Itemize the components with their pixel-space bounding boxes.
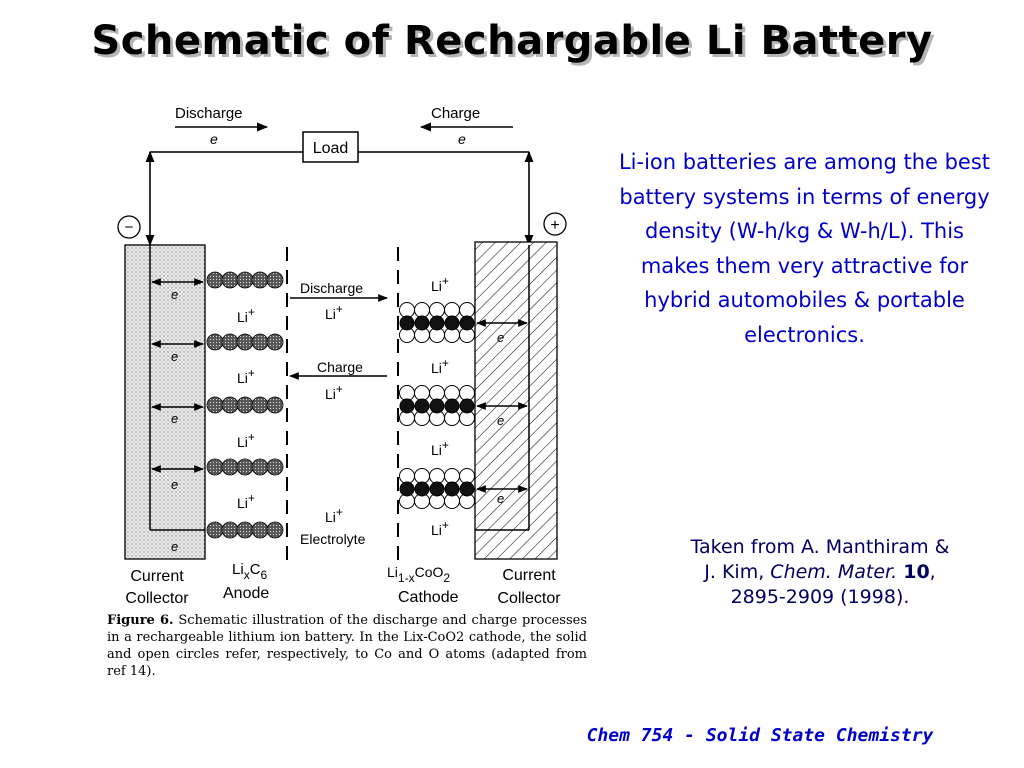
middle-discharge-label: Discharge	[300, 280, 363, 296]
svg-text:Li+: Li+	[431, 356, 449, 376]
right-electron-arrows	[476, 319, 528, 493]
negative-terminal	[117, 215, 141, 239]
minus-sign: −	[125, 219, 134, 236]
svg-text:e: e	[171, 411, 178, 426]
citation-line-1: Taken from A. Manthiram &	[690, 536, 950, 558]
slide-title: Schematic of Rechargable Li Battery	[91, 18, 933, 64]
cathode-formula: Li1-xCoO2	[387, 564, 450, 585]
battery-schematic: Load Discharge Charge e e − +	[117, 105, 567, 607]
svg-text:e: e	[497, 413, 504, 428]
citation-volume: 10	[903, 561, 930, 583]
plus-sign: +	[550, 217, 559, 234]
top-discharge-label: Discharge	[175, 105, 243, 122]
svg-text:e: e	[171, 349, 178, 364]
svg-text:e: e	[497, 330, 504, 345]
left-electron-arrows	[151, 278, 204, 473]
anode-label: Anode	[223, 585, 269, 602]
middle-charge-label: Charge	[317, 359, 363, 375]
electrolyte-li-labels: Li+ Li+ Li+	[325, 302, 343, 525]
svg-text:e: e	[497, 491, 504, 506]
svg-text:e: e	[171, 287, 178, 302]
cathode-label: Cathode	[398, 589, 459, 606]
top-charge-label: Charge	[431, 105, 480, 122]
svg-text:Li+: Li+	[237, 430, 255, 450]
top-discharge-e: e	[210, 131, 218, 147]
figure-label: Figure 6.	[107, 613, 174, 628]
course-footer: Chem 754 - Solid State Chemistry	[586, 725, 934, 746]
svg-text:Li+: Li+	[237, 305, 255, 325]
figure-caption: Figure 6. Schematic illustration of the …	[107, 612, 587, 680]
svg-text:Li+: Li+	[431, 438, 449, 458]
positive-terminal	[543, 212, 567, 236]
top-charge-e: e	[458, 131, 466, 147]
left-current-collector	[124, 244, 206, 560]
citation-line-2: J. Kim, Chem. Mater. 10,	[704, 561, 936, 583]
electrolyte-label: Electrolyte	[300, 531, 366, 547]
citation: Taken from A. Manthiram & J. Kim, Chem. …	[640, 535, 1000, 610]
left-collector-label-1: Current	[130, 568, 184, 585]
svg-text:Li+: Li+	[325, 505, 343, 525]
load-label: Load	[313, 140, 349, 157]
svg-text:e: e	[171, 477, 178, 492]
anode-formula: LixC6	[232, 561, 268, 582]
citation-pages: 2895-2909 (1998).	[730, 586, 910, 608]
info-paragraph: Li-ion batteries are among the best batt…	[618, 150, 991, 347]
right-collector-label-2: Collector	[497, 590, 561, 607]
svg-text:e: e	[171, 539, 178, 554]
svg-text:Li+: Li+	[237, 491, 255, 511]
citation-journal: Chem. Mater.	[770, 561, 898, 583]
right-current-collector	[474, 241, 558, 560]
cathode-layers	[399, 302, 475, 509]
svg-text:Li+: Li+	[325, 382, 343, 402]
right-electron-labels: e e e	[497, 330, 504, 506]
svg-text:Li+: Li+	[325, 302, 343, 322]
anode-layers	[206, 271, 284, 539]
load-box	[302, 131, 359, 163]
left-collector-label-2: Collector	[125, 590, 189, 607]
figure-caption-text: Schematic illustration of the discharge …	[107, 613, 588, 679]
external-circuit	[145, 122, 534, 247]
svg-text:Li+: Li+	[431, 274, 449, 294]
svg-text:Li+: Li+	[237, 366, 255, 386]
svg-text:Li+: Li+	[431, 518, 449, 538]
left-electron-labels: e e e e e	[171, 287, 178, 554]
right-collector-label-1: Current	[502, 567, 556, 584]
